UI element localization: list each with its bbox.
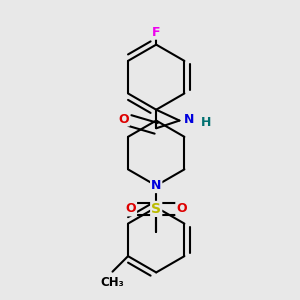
Text: N: N: [184, 112, 194, 125]
Text: N: N: [151, 179, 161, 192]
Text: O: O: [176, 202, 187, 215]
Text: S: S: [151, 202, 161, 216]
Text: CH₃: CH₃: [100, 276, 124, 289]
Text: F: F: [152, 26, 161, 39]
Text: H: H: [200, 116, 211, 129]
Text: O: O: [118, 112, 129, 125]
Text: O: O: [125, 202, 136, 215]
